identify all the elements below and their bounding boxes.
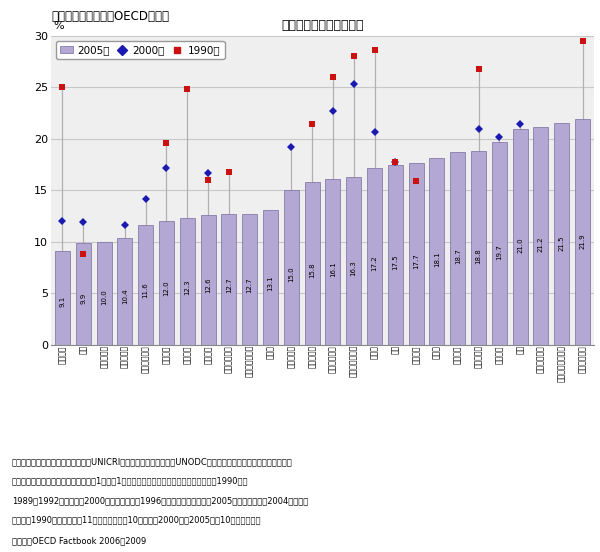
Text: 9.1: 9.1 — [59, 296, 65, 307]
Text: 15.8: 15.8 — [309, 262, 315, 278]
Bar — [97, 242, 112, 345]
Bar — [512, 129, 527, 345]
Text: ルクセンブルク: ルクセンブルク — [245, 345, 254, 378]
Text: スイス: スイス — [433, 345, 442, 359]
Bar — [554, 124, 569, 345]
Bar — [263, 210, 278, 345]
Bar — [159, 221, 174, 345]
Bar — [76, 243, 91, 345]
Text: メキシコ: メキシコ — [453, 345, 462, 364]
Text: 17.5: 17.5 — [392, 254, 398, 270]
Text: オランダ: オランダ — [495, 345, 504, 364]
Bar — [55, 251, 70, 345]
Text: 21.0: 21.0 — [517, 238, 523, 253]
Text: %: % — [53, 21, 64, 31]
Text: 21.5: 21.5 — [559, 235, 565, 251]
Bar — [180, 218, 195, 345]
Text: 18.7: 18.7 — [455, 248, 461, 264]
Text: 者調査」による。犯罪被害者は調査前1年間に1回以上犯罪の犠牲になったと回答した者。1990年は: 者調査」による。犯罪被害者は調査前1年間に1回以上犯罪の犠牲になったと回答した者… — [12, 476, 248, 486]
Text: ポルトガル: ポルトガル — [121, 345, 130, 368]
Bar — [284, 190, 299, 345]
Text: 17.2: 17.2 — [371, 256, 377, 271]
Text: ニュージーランド: ニュージーランド — [557, 345, 566, 382]
Text: 21.9: 21.9 — [580, 233, 586, 249]
Text: 21.2: 21.2 — [538, 237, 544, 252]
Text: 米国: 米国 — [391, 345, 400, 354]
Bar — [533, 126, 548, 345]
Text: 1989～1992年の結果、2000年は同年ないし1996年（オーストリア）、2005年は同年ないし2004年の結果: 1989～1992年の結果、2000年は同年ないし1996年（オーストリア）、2… — [12, 496, 308, 505]
Text: 12.0: 12.0 — [163, 280, 169, 296]
Bar — [471, 151, 486, 345]
Legend: 2005年, 2000年, 1990年: 2005年, 2000年, 1990年 — [56, 41, 224, 60]
Bar — [409, 163, 424, 345]
Text: 13.1: 13.1 — [268, 275, 274, 291]
Text: 10.0: 10.0 — [101, 290, 107, 305]
Text: 12.3: 12.3 — [184, 279, 190, 295]
Bar — [242, 214, 257, 345]
Text: アイスランド: アイスランド — [536, 345, 545, 373]
Bar — [492, 142, 507, 345]
Bar — [200, 215, 215, 345]
Text: アイルランド: アイルランド — [578, 345, 587, 373]
Bar — [118, 238, 133, 345]
Bar — [575, 119, 590, 345]
Text: 10.4: 10.4 — [122, 288, 128, 304]
Text: 12.6: 12.6 — [205, 278, 211, 293]
Text: ベルギー: ベルギー — [412, 345, 421, 364]
Text: 18.8: 18.8 — [476, 248, 482, 264]
Bar — [138, 225, 153, 345]
Text: である。1990年は在来型の11犯罪（ドイツは10犯罪）、2000年・2005年は10犯罪が対象。: である。1990年は在来型の11犯罪（ドイツは10犯罪）、2000年・2005年… — [12, 516, 262, 524]
Text: 日本: 日本 — [79, 345, 88, 354]
Text: （資料）OECD Factbook 2006・2009: （資料）OECD Factbook 2006・2009 — [12, 537, 146, 545]
Text: 16.1: 16.1 — [330, 261, 336, 277]
Bar — [430, 158, 445, 345]
Title: 犯罪被害者数の対人口比: 犯罪被害者数の対人口比 — [281, 19, 364, 32]
Text: フィンランド: フィンランド — [224, 345, 233, 373]
Text: 15.0: 15.0 — [288, 266, 294, 282]
Text: イタリア: イタリア — [203, 345, 212, 364]
Text: オーストラリア: オーストラリア — [349, 345, 358, 378]
Text: ギリシャ: ギリシャ — [183, 345, 192, 364]
Text: 17.7: 17.7 — [413, 253, 419, 269]
Text: ドイツ: ドイツ — [266, 345, 275, 359]
Text: 9.9: 9.9 — [80, 293, 86, 304]
Text: スウェーデン: スウェーデン — [328, 345, 337, 373]
Text: デンマーク: デンマーク — [474, 345, 483, 368]
Text: 11.6: 11.6 — [143, 282, 149, 298]
Text: 12.7: 12.7 — [226, 277, 232, 293]
Text: ハンガリー: ハンガリー — [100, 345, 109, 368]
Text: スペイン: スペイン — [58, 345, 67, 364]
Text: 19.7: 19.7 — [496, 244, 502, 259]
Bar — [450, 152, 465, 345]
Text: カナダ: カナダ — [370, 345, 379, 359]
Bar — [305, 182, 320, 345]
Bar — [325, 179, 340, 345]
Text: 犯罪率の国際比較（OECD諸国）: 犯罪率の国際比較（OECD諸国） — [51, 10, 169, 23]
Text: 16.3: 16.3 — [351, 260, 357, 275]
Bar — [221, 214, 236, 345]
Text: 英国: 英国 — [515, 345, 524, 354]
Bar — [388, 164, 403, 345]
Text: ポーランド: ポーランド — [287, 345, 296, 368]
Bar — [367, 168, 382, 345]
Text: 12.7: 12.7 — [247, 277, 253, 293]
Text: （注）国連地域間犯罪司法研究所（UNICRI）と国連薬物・犯罪局（UNODC）によって実施された「国際犯罪被害: （注）国連地域間犯罪司法研究所（UNICRI）と国連薬物・犯罪局（UNODC）に… — [12, 457, 293, 466]
Text: フランス: フランス — [162, 345, 171, 364]
Bar — [346, 177, 361, 345]
Text: ノルウェー: ノルウェー — [308, 345, 317, 368]
Text: オーストリア: オーストリア — [141, 345, 150, 373]
Text: 18.1: 18.1 — [434, 251, 440, 267]
